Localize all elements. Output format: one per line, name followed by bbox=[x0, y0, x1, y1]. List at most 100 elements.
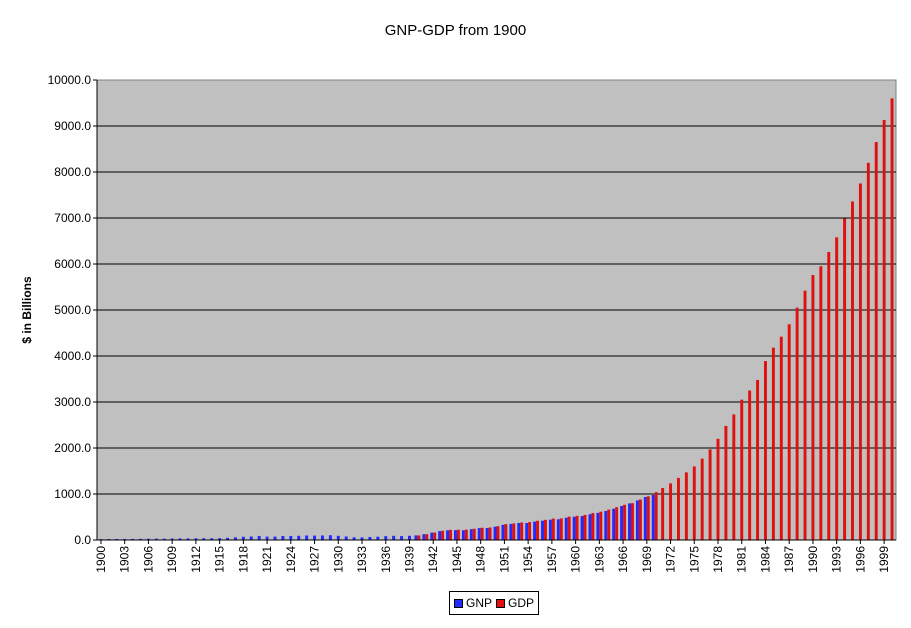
bar-gnp-1924 bbox=[289, 535, 293, 540]
bar-gdp-1966 bbox=[623, 504, 626, 540]
bar-gnp-1949 bbox=[485, 528, 489, 540]
bar-gdp-1979 bbox=[724, 425, 728, 540]
legend-item-gdp: GDP bbox=[496, 596, 534, 610]
bar-gdp-1942 bbox=[433, 532, 437, 540]
x-tick-label-1930: 1930 bbox=[331, 546, 345, 573]
bar-gdp-1955 bbox=[536, 520, 539, 540]
bar-gnp-1921 bbox=[265, 536, 269, 540]
bar-gdp-1987 bbox=[787, 324, 791, 540]
bar-gnp-1915 bbox=[218, 538, 222, 540]
bar-gnp-1906 bbox=[146, 538, 150, 540]
x-tick-label-1948: 1948 bbox=[474, 546, 488, 573]
bar-gdp-1980 bbox=[732, 414, 736, 540]
bar-gdp-1943 bbox=[441, 530, 445, 540]
x-tick-label-1915: 1915 bbox=[213, 546, 227, 573]
bar-gdp-1969 bbox=[646, 496, 650, 540]
bar-gnp-1959 bbox=[564, 517, 568, 540]
x-tick-label-1984: 1984 bbox=[758, 546, 772, 573]
bar-gdp-1983 bbox=[756, 379, 760, 540]
bar-gnp-1946 bbox=[461, 530, 465, 540]
bar-gnp-1920 bbox=[257, 535, 261, 540]
bar-gnp-1951 bbox=[501, 524, 505, 540]
bar-gdp-1952 bbox=[512, 523, 516, 540]
legend-swatch-gnp bbox=[454, 598, 463, 608]
bar-gdp-1982 bbox=[748, 390, 752, 540]
bar-gdp-1996 bbox=[858, 183, 862, 540]
x-tick-label-1957: 1957 bbox=[545, 546, 559, 573]
bar-gnp-1957 bbox=[548, 519, 552, 540]
bar-gnp-1904 bbox=[131, 538, 135, 540]
bar-gnp-1961 bbox=[580, 516, 584, 540]
bar-gdp-1998 bbox=[874, 142, 878, 540]
bar-gdp-1988 bbox=[795, 307, 799, 540]
bar-gnp-1916 bbox=[226, 537, 229, 540]
bar-gdp-1956 bbox=[543, 519, 547, 540]
bar-gdp-1962 bbox=[591, 513, 595, 540]
bar-gnp-1932 bbox=[352, 537, 356, 540]
bar-gdp-1976 bbox=[700, 458, 704, 540]
y-tick-label: 2000.0 bbox=[54, 441, 91, 455]
bar-gnp-1953 bbox=[517, 522, 521, 540]
bar-gnp-1970 bbox=[651, 494, 655, 540]
x-tick-label-1945: 1945 bbox=[450, 546, 464, 573]
x-tick-label-1981: 1981 bbox=[735, 546, 749, 573]
bar-gdp-1961 bbox=[583, 514, 587, 540]
bar-gnp-1929 bbox=[328, 535, 332, 540]
x-tick-label-1924: 1924 bbox=[284, 546, 298, 573]
y-tick-label: 6000.0 bbox=[54, 257, 91, 271]
bar-gdp-1999 bbox=[882, 120, 886, 541]
x-tick-label-1903: 1903 bbox=[118, 546, 132, 573]
x-tick-label-1933: 1933 bbox=[355, 546, 369, 573]
chart-title: GNP-GDP from 1900 bbox=[384, 22, 527, 39]
bar-gnp-1956 bbox=[541, 520, 544, 540]
bar-gdp-1970 bbox=[654, 492, 658, 540]
bar-gdp-1977 bbox=[708, 449, 712, 540]
bar-gdp-1971 bbox=[661, 488, 665, 540]
bar-gnp-1931 bbox=[344, 536, 348, 540]
y-tick-label: 7000.0 bbox=[54, 211, 91, 225]
x-tick-label-1960: 1960 bbox=[569, 546, 583, 573]
bar-gdp-1946 bbox=[464, 529, 468, 540]
bar-gnp-1922 bbox=[273, 536, 277, 540]
bar-gnp-1908 bbox=[162, 538, 166, 540]
bar-gnp-1933 bbox=[360, 537, 364, 540]
bar-gnp-1917 bbox=[233, 537, 237, 540]
bar-gnp-1927 bbox=[313, 535, 317, 540]
legend-label-gdp: GDP bbox=[508, 596, 535, 610]
bar-gdp-1992 bbox=[827, 252, 831, 541]
bar-gnp-1958 bbox=[556, 519, 560, 540]
bar-gnp-1947 bbox=[469, 529, 473, 540]
bar-gdp-1981 bbox=[740, 399, 744, 540]
bar-gnp-1928 bbox=[321, 535, 324, 540]
bar-gdp-1954 bbox=[528, 522, 532, 540]
x-tick-label-1912: 1912 bbox=[189, 546, 203, 573]
x-tick-label-1975: 1975 bbox=[687, 546, 701, 573]
bar-gnp-1962 bbox=[588, 514, 592, 540]
x-tick-label-1942: 1942 bbox=[426, 546, 440, 573]
bar-gdp-1959 bbox=[567, 516, 571, 540]
bar-gdp-1951 bbox=[504, 524, 508, 540]
y-tick-label: 4000.0 bbox=[54, 349, 91, 363]
bar-gnp-1937 bbox=[392, 535, 396, 540]
bar-gdp-1994 bbox=[843, 218, 847, 540]
bar-gnp-1940 bbox=[414, 535, 418, 540]
bar-gdp-1960 bbox=[575, 515, 579, 540]
bar-gnp-1911 bbox=[186, 538, 190, 540]
bar-gdp-1975 bbox=[692, 466, 696, 540]
bar-gdp-1953 bbox=[520, 522, 524, 540]
bar-gnp-1930 bbox=[336, 535, 340, 540]
x-tick-label-1999: 1999 bbox=[877, 546, 891, 573]
x-tick-label-1921: 1921 bbox=[260, 546, 274, 573]
bar-gdp-1947 bbox=[472, 528, 476, 540]
bar-gdp-1989 bbox=[803, 290, 807, 540]
bar-gnp-1913 bbox=[202, 538, 206, 540]
bar-gnp-1902 bbox=[115, 538, 119, 540]
bar-gnp-1938 bbox=[400, 536, 404, 540]
bar-gnp-1909 bbox=[170, 538, 174, 540]
bar-gdp-1950 bbox=[496, 526, 500, 540]
bar-gnp-1935 bbox=[376, 536, 380, 540]
bar-gdp-1991 bbox=[819, 266, 823, 540]
bar-gdp-1963 bbox=[599, 511, 603, 540]
